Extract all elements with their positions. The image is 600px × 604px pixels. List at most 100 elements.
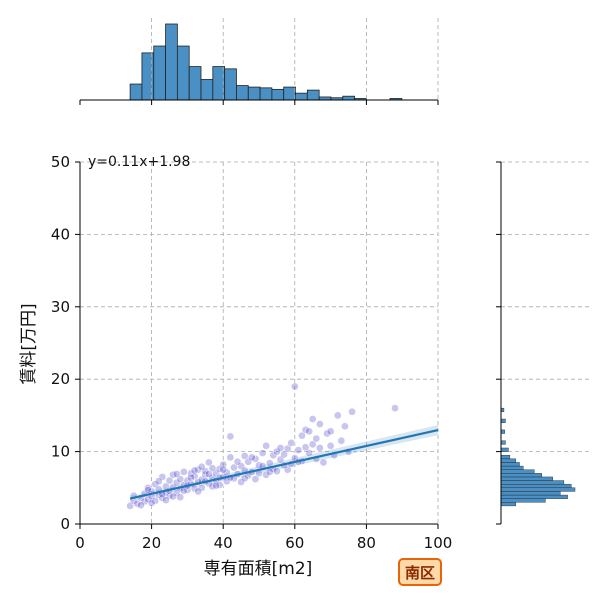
scatter-point (294, 446, 303, 455)
histogram-bar (500, 498, 546, 503)
scatter-point (205, 458, 213, 467)
y-axis-label: 賃料[万円] (19, 303, 39, 384)
histogram-bar (500, 418, 506, 423)
histogram-bar (500, 494, 568, 499)
x-tick-label: 60 (285, 534, 304, 552)
histogram-bar (500, 447, 509, 452)
scatter-point (226, 453, 235, 462)
scatter-point (312, 434, 321, 443)
x-tick-label: 100 (424, 534, 453, 552)
histogram-bar (165, 23, 178, 101)
scatter-point (179, 468, 188, 476)
scatter-point (287, 439, 296, 447)
x-axis-label: 専有面積[m2] (204, 559, 313, 579)
scatter-point (326, 427, 335, 436)
scatter-point (212, 481, 220, 490)
histogram-bar (129, 83, 143, 101)
scatter-point (265, 468, 274, 476)
x-tick-label: 20 (142, 534, 161, 552)
y-tick-label: 40 (51, 225, 70, 243)
scatter-point (276, 444, 285, 452)
y-tick-label: 50 (51, 153, 70, 171)
right-marginal-histogram (496, 161, 592, 525)
y-tick-label: 30 (51, 298, 70, 316)
histogram-bar (306, 89, 320, 101)
scatter-point (280, 450, 288, 459)
histogram-bar (259, 87, 273, 101)
scatter-point (165, 476, 174, 485)
histogram-bar (500, 462, 520, 467)
histogram-bar (271, 88, 285, 101)
scatter-point (240, 474, 249, 483)
scatter-point (301, 443, 310, 452)
histogram-bar (500, 473, 542, 478)
district-badge: 南区 (398, 558, 442, 586)
top-marginal-histogram (79, 18, 439, 105)
scatter-point (316, 420, 324, 428)
scatter-point (308, 440, 317, 449)
histogram-bar (236, 85, 249, 101)
x-tick-label: 40 (214, 534, 233, 552)
scatter-point (187, 473, 195, 482)
scatter-point (147, 499, 156, 507)
histogram-bar (500, 480, 565, 485)
histogram-bar (176, 45, 190, 101)
scatter-point (176, 493, 185, 502)
scatter-point (273, 467, 281, 475)
scatter-point (391, 404, 399, 413)
scatter-point (205, 470, 213, 478)
histogram-bar (342, 95, 355, 101)
scatter-point (169, 492, 177, 501)
scatter-point (258, 449, 267, 457)
regression-line (129, 428, 439, 500)
scatter-point (305, 449, 313, 457)
scatter-point (194, 487, 202, 496)
main-scatter-plot: 0 20 40 60 80 100 0 10 20 30 40 50 (51, 153, 452, 552)
scatter-point (233, 457, 242, 466)
scatter-point (197, 462, 206, 471)
histogram-bar (153, 45, 166, 101)
histogram-bar (500, 491, 561, 496)
scatter-point (262, 441, 271, 450)
scatter-point (219, 465, 228, 474)
histogram-bar (247, 86, 261, 101)
histogram-bar (500, 440, 506, 445)
histogram-bar (500, 465, 524, 470)
scatter-point (151, 496, 160, 505)
scatter-point (341, 422, 349, 431)
scatter-point (172, 470, 181, 478)
histogram-bar (500, 469, 535, 474)
scatter-point (290, 382, 299, 391)
regression-equation-label: y=0.11x+1.98 (88, 154, 190, 170)
x-tick-label: 0 (75, 534, 85, 552)
scatter-point (298, 431, 306, 440)
scatter-point (251, 475, 260, 483)
histogram-bar (500, 455, 511, 460)
histogram-bar (500, 429, 505, 434)
histogram-bar (500, 487, 576, 492)
histogram-bar (500, 458, 517, 463)
scatter-point (323, 429, 331, 438)
histogram-bar (224, 68, 237, 101)
histogram-bar (500, 483, 572, 488)
histogram-bar (500, 476, 553, 481)
scatter-point (208, 464, 217, 473)
histogram-bar (295, 92, 308, 101)
scatter-point (319, 458, 328, 467)
scatter-point (226, 432, 235, 441)
scatter-point (348, 407, 356, 416)
histogram-bar (283, 86, 296, 101)
y-tick-label: 10 (51, 443, 70, 461)
scatter-point (137, 501, 145, 510)
scatter-point (247, 453, 256, 462)
scatter-point (154, 477, 163, 486)
scatter-point (144, 486, 152, 494)
x-tick-label: 80 (357, 534, 376, 552)
scatter-point (190, 466, 199, 475)
histogram-bar (188, 66, 202, 101)
scatter-point (316, 444, 324, 452)
scatter-point (308, 415, 317, 423)
scatter-point (326, 441, 335, 450)
scatter-point (337, 436, 346, 445)
